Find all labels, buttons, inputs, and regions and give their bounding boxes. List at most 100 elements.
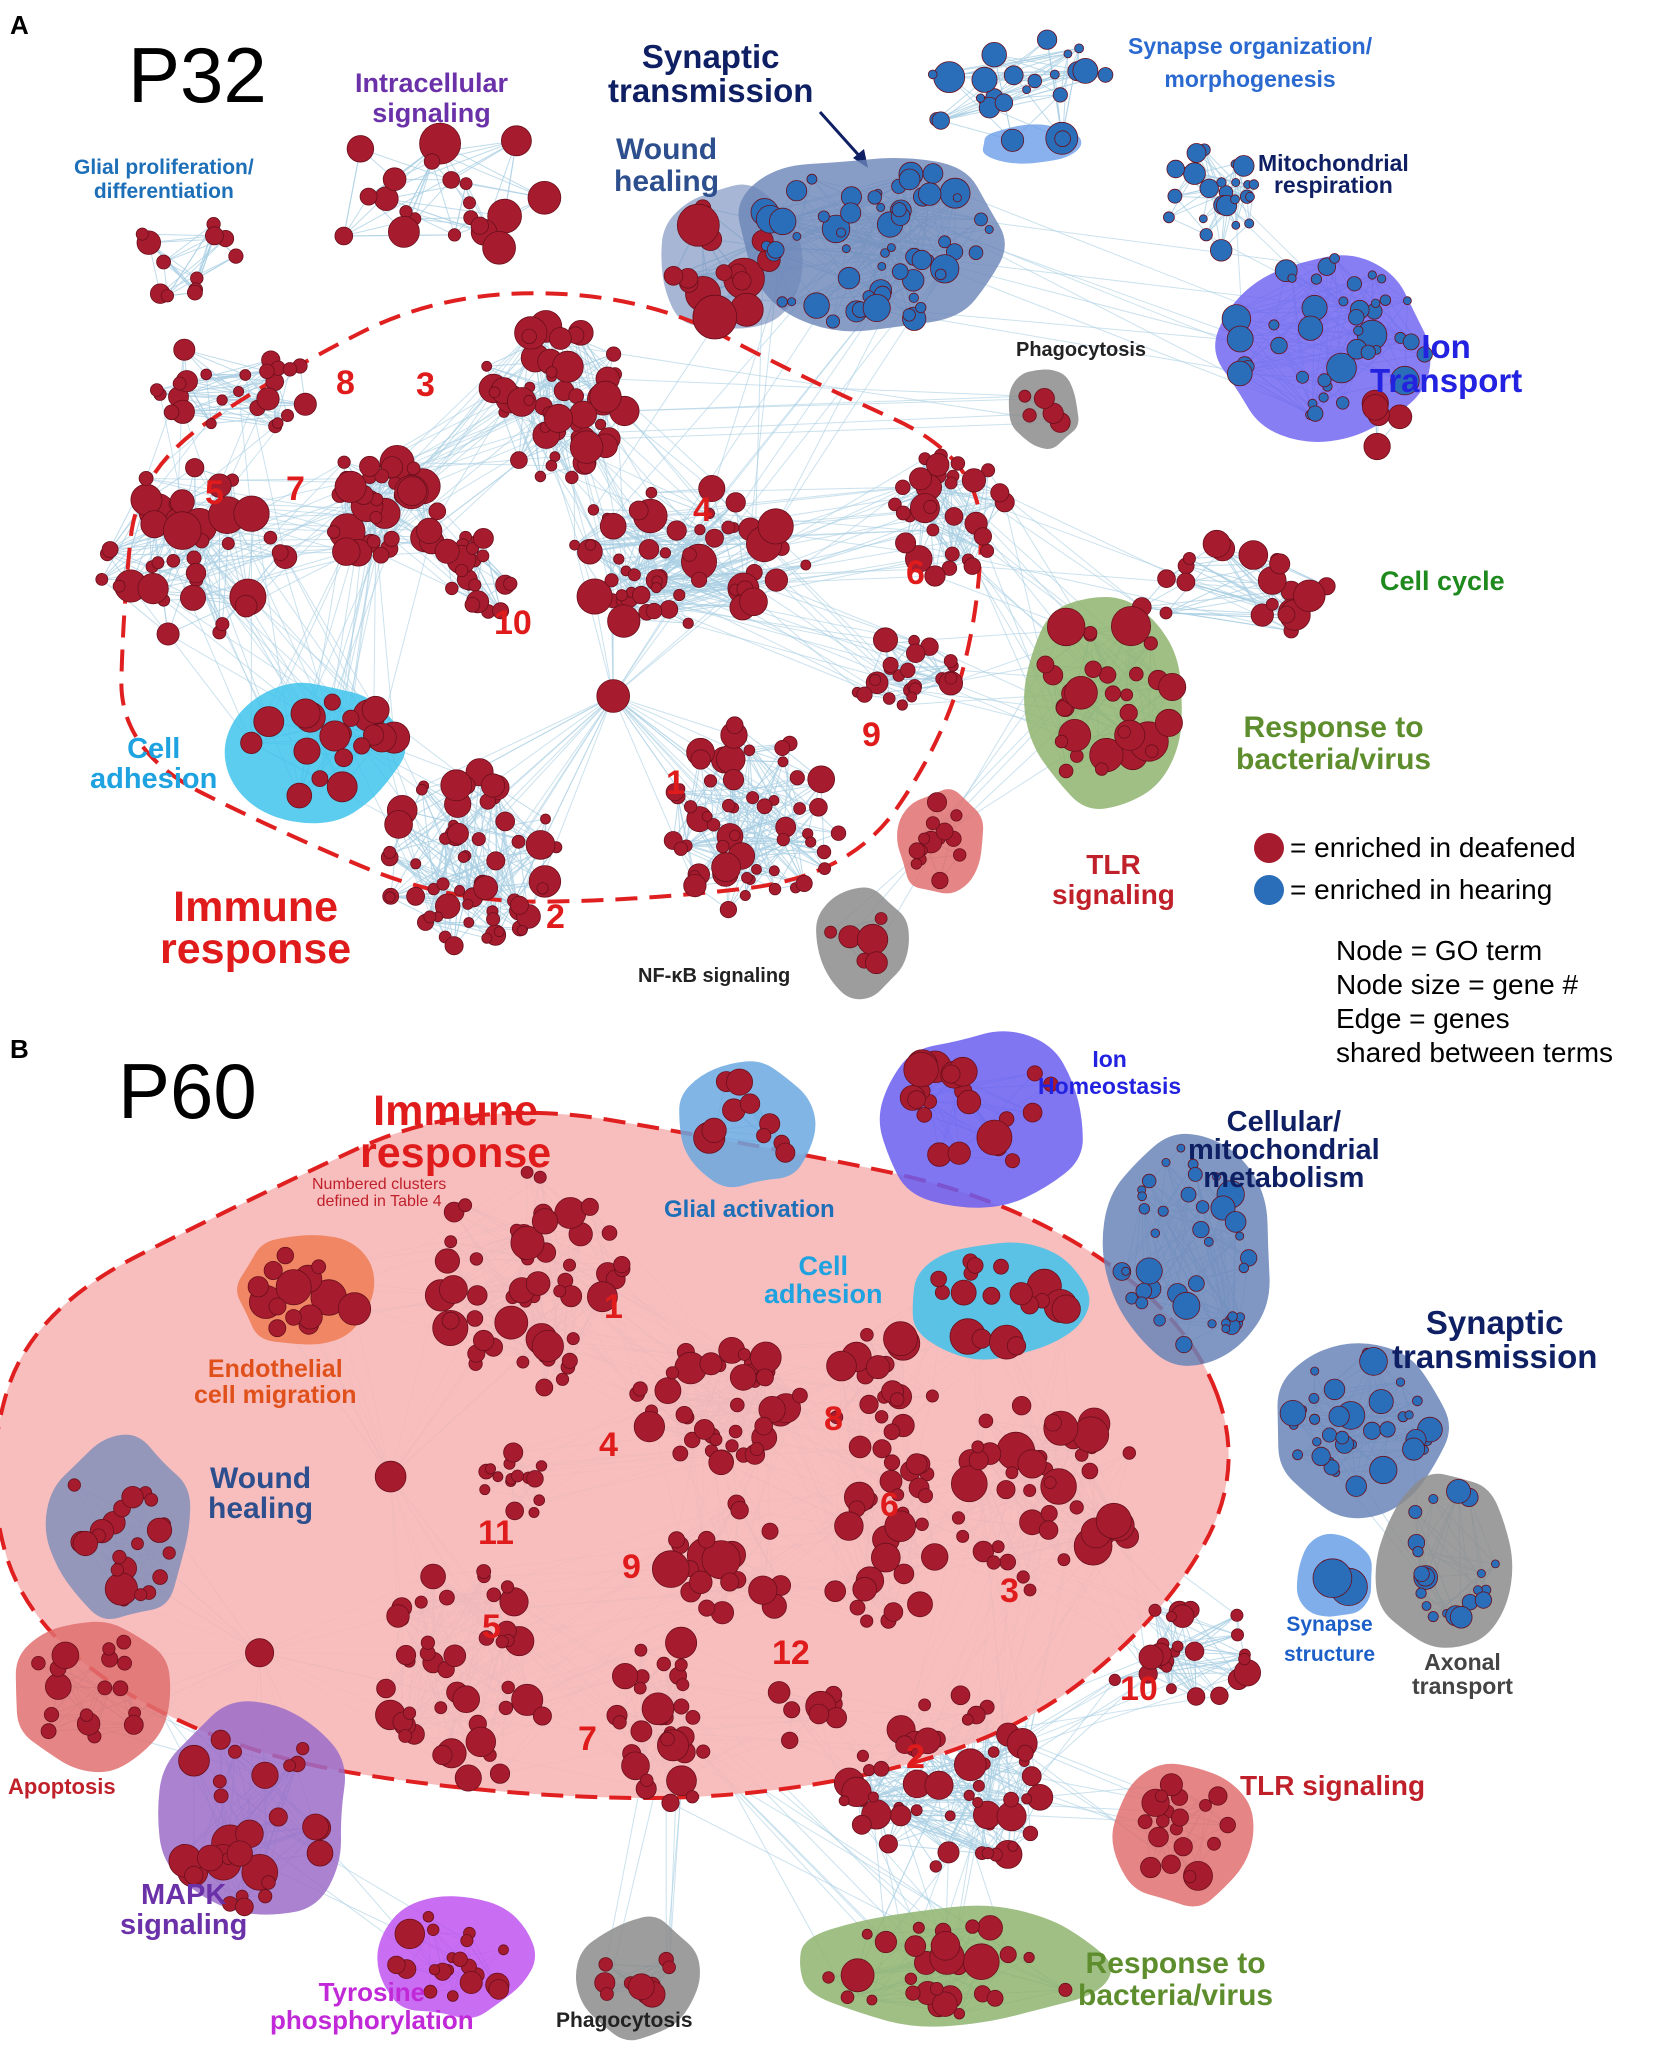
edge	[413, 456, 555, 469]
edge	[1168, 216, 1207, 236]
edge	[453, 844, 541, 947]
edge	[181, 425, 276, 503]
cluster-1-a-node	[789, 770, 805, 786]
edge	[386, 198, 485, 233]
edge	[425, 921, 488, 939]
edge	[373, 431, 558, 542]
edge	[929, 492, 1000, 495]
cluster-1-a-node	[830, 825, 847, 841]
cluster-1-a-node	[683, 873, 707, 898]
cluster-1-a-node	[690, 749, 711, 770]
edge	[781, 747, 805, 884]
edge	[574, 543, 765, 546]
edge	[492, 821, 506, 920]
edge	[389, 857, 444, 885]
edge	[711, 488, 900, 676]
edge	[609, 520, 614, 697]
arrow-line	[818, 110, 865, 162]
edge	[612, 695, 798, 779]
cluster-1-a-node	[768, 865, 780, 877]
edge	[668, 506, 931, 610]
edge	[916, 1809, 1009, 1855]
edge	[389, 852, 449, 907]
edge	[1168, 184, 1248, 218]
edge	[454, 183, 467, 236]
edge	[380, 327, 538, 556]
cluster-1-a-node	[716, 839, 730, 854]
cluster-1-a-node	[805, 836, 817, 848]
edge	[910, 664, 1046, 691]
edge	[536, 340, 1061, 423]
cluster-1-a-node	[768, 882, 782, 896]
edge	[700, 751, 805, 884]
edge	[343, 148, 361, 237]
cluster-1-a-node	[729, 829, 741, 842]
edge	[612, 695, 796, 889]
edge	[551, 376, 1025, 397]
edge	[467, 797, 496, 905]
edge	[984, 53, 1069, 81]
edge	[656, 580, 915, 687]
edge	[651, 486, 903, 494]
edge	[607, 517, 746, 590]
edge	[163, 223, 214, 263]
edge	[686, 841, 811, 847]
edge	[1203, 149, 1222, 251]
edge	[159, 238, 226, 295]
edge	[710, 780, 825, 869]
edge	[219, 371, 268, 486]
edge	[389, 803, 458, 853]
edge	[195, 572, 270, 722]
edge	[521, 401, 591, 552]
cluster-1-a-node	[756, 798, 773, 815]
edge	[421, 789, 520, 906]
cluster-1-a-node	[807, 765, 835, 794]
cluster-1-a-node	[818, 862, 831, 875]
cluster-1-a-node	[673, 841, 689, 856]
edge	[748, 750, 826, 869]
edge	[518, 695, 614, 843]
edge	[574, 544, 614, 697]
cluster-1-a-node	[725, 716, 744, 734]
edge	[468, 844, 541, 923]
cluster-1-a-node	[809, 797, 828, 817]
edge	[733, 779, 819, 808]
edge	[270, 461, 345, 539]
edge	[612, 588, 744, 697]
cluster-1-a-node	[741, 871, 753, 884]
cluster-1-a-node	[722, 769, 745, 791]
edge	[401, 695, 614, 811]
edge	[201, 540, 270, 722]
edge	[415, 863, 483, 884]
edge	[391, 538, 453, 589]
edge	[1203, 149, 1251, 198]
edge	[238, 391, 252, 514]
edge	[211, 415, 288, 425]
edge	[465, 695, 614, 857]
edge	[916, 1752, 1009, 1855]
tlr-area-b	[1112, 1763, 1254, 1907]
cluster-1-a-node	[683, 800, 698, 814]
edge	[101, 579, 169, 635]
edge	[705, 556, 915, 642]
cluster-1-a-node	[703, 774, 718, 788]
cluster-1-a-node	[751, 864, 762, 875]
edge	[146, 477, 376, 518]
edge	[656, 587, 915, 642]
cluster-1-a-node	[777, 756, 789, 768]
edge	[680, 806, 819, 850]
cluster-1-a-node	[739, 890, 751, 902]
edge	[733, 297, 915, 528]
edge	[413, 373, 616, 469]
edge	[659, 576, 952, 679]
cluster-1-a-node	[701, 811, 713, 822]
edge	[635, 595, 890, 699]
cluster-1-a-node	[776, 832, 790, 847]
edge	[195, 552, 281, 574]
edge	[709, 513, 913, 698]
edge	[232, 478, 347, 481]
edge	[624, 398, 1045, 412]
edge	[690, 777, 798, 808]
edge	[638, 510, 911, 691]
edge	[274, 369, 291, 427]
